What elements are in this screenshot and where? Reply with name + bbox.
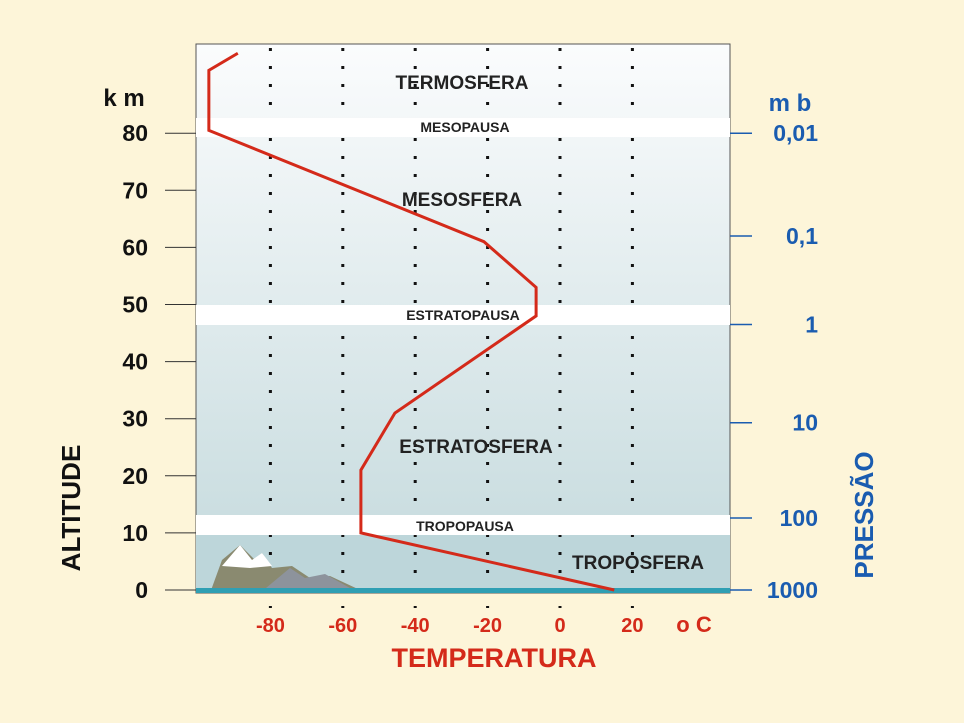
layer-label: MESOPAUSA [420, 119, 509, 135]
x-tick-label: -40 [401, 615, 430, 637]
pressure-tick-label: 0,1 [786, 223, 818, 249]
x-tick-label: -20 [473, 615, 502, 637]
pressure-tick-label: 1000 [767, 577, 818, 603]
y-tick-label: 30 [122, 406, 148, 432]
pause-band [196, 305, 730, 325]
y-unit-right: m b [769, 90, 812, 117]
y-tick-label: 70 [122, 177, 148, 203]
y-tick-label: 0 [135, 577, 148, 603]
layer-label: TROPOPAUSA [416, 518, 514, 534]
y-tick-label: 60 [122, 234, 148, 260]
y-tick-label: 80 [122, 120, 148, 146]
y-tick-label: 20 [122, 463, 148, 489]
y-unit-left: k m [103, 85, 144, 112]
layer-label: ESTRATOSFERA [399, 437, 553, 458]
y-tick-label: 50 [122, 292, 148, 318]
x-axis-title: TEMPERATURA [392, 643, 597, 673]
layer-label: ESTRATOPAUSA [406, 307, 520, 323]
pressure-tick-label: 0,01 [773, 120, 818, 146]
mountains-icon [210, 545, 385, 593]
pressure-tick-label: 10 [792, 410, 818, 436]
layer-label: TROPOSFERA [572, 553, 704, 574]
y-axis-title-right: PRESSÃO [849, 451, 879, 578]
y-tick-label: 40 [122, 349, 148, 375]
layer-label: MESOSFERA [402, 190, 523, 211]
x-tick-label: 20 [621, 615, 643, 637]
temperature-profile-line [207, 51, 615, 592]
x-tick-label: 0 [554, 615, 565, 637]
x-tick-label: -80 [256, 615, 285, 637]
pause-band [196, 118, 730, 137]
pressure-tick-label: 1 [805, 311, 818, 337]
pressure-tick-label: 100 [780, 505, 818, 531]
pause-band [196, 515, 730, 535]
x-tick-label: -60 [328, 615, 357, 637]
y-tick-label: 10 [122, 520, 148, 546]
sea-level [196, 588, 730, 593]
x-unit: o C [676, 612, 712, 637]
layer-label: TERMOSFERA [396, 73, 529, 94]
y-axis-title-left: ALTITUDE [56, 445, 86, 572]
